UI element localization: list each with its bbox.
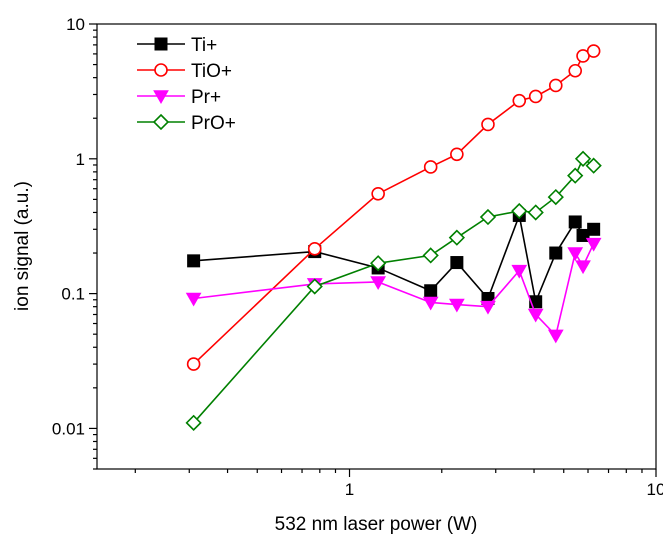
data-point-ti-plus xyxy=(424,284,438,298)
tick-layer: 1 10 0.01 0.1 1 10 xyxy=(52,15,663,499)
data-point-ti-plus xyxy=(587,222,601,236)
x-axis-label: 532 nm laser power (W) xyxy=(275,514,478,535)
data-point-pr-plus xyxy=(448,298,465,313)
legend-label-ti-plus: Ti+ xyxy=(191,35,217,56)
data-point-pro-plus xyxy=(422,247,439,264)
series-layer xyxy=(185,44,602,431)
data-point-ti-plus xyxy=(568,215,582,229)
legend-item-tio-plus: TiO+ xyxy=(137,61,232,82)
legend-label-tio-plus: TiO+ xyxy=(191,61,232,82)
x-tick-label: 10 xyxy=(647,480,663,499)
data-point-pro-plus xyxy=(185,414,202,431)
data-point-tio-plus xyxy=(307,241,322,256)
data-point-tio-plus xyxy=(371,187,385,201)
data-point-tio-plus xyxy=(548,78,563,93)
legend-label-pr-plus: Pr+ xyxy=(191,87,221,108)
data-point-tio-plus xyxy=(528,89,543,104)
data-point-tio-plus xyxy=(586,44,601,58)
series-pro-plus xyxy=(185,150,602,431)
data-point-pro-plus xyxy=(370,255,387,272)
data-point-tio-plus xyxy=(186,357,201,371)
data-point-pro-plus xyxy=(585,157,602,174)
data-point-tio-plus xyxy=(481,117,495,132)
data-point-tio-plus xyxy=(512,93,527,108)
data-point-ti-plus xyxy=(187,254,201,268)
legend-item-pr-plus: Pr+ xyxy=(137,87,221,108)
data-point-pr-plus xyxy=(547,329,564,344)
data-point-pr-plus xyxy=(480,300,496,315)
legend-marker-tio-plus xyxy=(154,63,168,77)
y-tick-label: 0.1 xyxy=(61,285,85,304)
legend-item-ti-plus: Ti+ xyxy=(137,35,217,56)
data-point-pro-plus xyxy=(306,278,323,295)
data-point-pr-plus xyxy=(511,264,528,279)
legend-item-pro-plus: PrO+ xyxy=(137,113,236,134)
data-point-pr-plus xyxy=(185,292,202,307)
data-point-tio-plus xyxy=(568,63,583,78)
y-tick-label: 0.01 xyxy=(52,419,85,438)
data-point-pro-plus xyxy=(448,229,465,246)
data-point-pro-plus xyxy=(511,202,528,220)
y-tick-label: 10 xyxy=(66,15,85,34)
series-tio-plus xyxy=(186,44,601,371)
data-point-pr-plus xyxy=(585,237,602,252)
legend-marker-ti-plus xyxy=(154,37,168,51)
data-point-pro-plus xyxy=(527,204,544,221)
legend-marker-pro-plus xyxy=(152,113,170,131)
data-point-pro-plus xyxy=(574,150,592,167)
legend-label-pro-plus: PrO+ xyxy=(191,113,236,134)
series-pr-plus xyxy=(185,237,602,344)
x-tick-label: 1 xyxy=(345,480,354,499)
data-point-ti-plus xyxy=(450,256,464,270)
data-point-pr-plus xyxy=(422,296,439,311)
data-point-pr-plus xyxy=(370,276,387,290)
data-point-pr-plus xyxy=(575,260,591,275)
legend: Ti+ TiO+ Pr+ PrO+ xyxy=(137,35,236,134)
data-point-tio-plus xyxy=(450,147,464,162)
series-ti-plus xyxy=(187,208,601,309)
y-tick-label: 1 xyxy=(76,150,85,169)
data-point-pr-plus xyxy=(527,308,544,323)
data-point-tio-plus xyxy=(423,160,438,174)
y-axis-label: ion signal (a.u.) xyxy=(12,181,33,311)
legend-marker-pr-plus xyxy=(153,90,169,105)
data-point-pro-plus xyxy=(547,188,564,206)
data-point-ti-plus xyxy=(549,246,563,260)
data-point-pr-plus xyxy=(567,247,584,262)
plot-frame xyxy=(96,23,657,470)
data-point-pro-plus xyxy=(567,167,584,184)
data-point-pro-plus xyxy=(479,208,497,226)
